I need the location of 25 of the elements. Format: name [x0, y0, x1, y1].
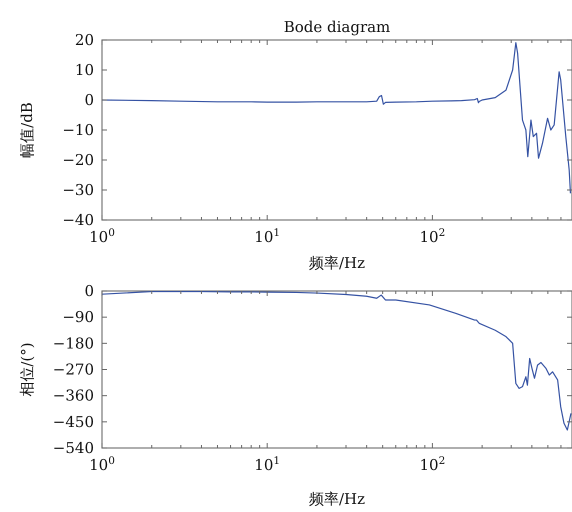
y-tick-label: −180	[52, 334, 94, 352]
y-tick-label: 20	[74, 31, 94, 49]
y-tick-label: 0	[84, 282, 94, 300]
x-tick-label: 10$^{2}$	[420, 227, 446, 246]
x-axis-title: 频率/Hz	[308, 254, 366, 272]
x-tick-label: 10$^{0}$	[89, 455, 115, 474]
x-tick-label: 10$^{1}$	[254, 455, 280, 474]
y-axis-title: 相位/(°)	[18, 342, 36, 397]
x-tick-label: 10$^{2}$	[420, 455, 446, 474]
y-tick-label: −30	[62, 181, 94, 199]
y-tick-label: −270	[52, 360, 94, 378]
y-tick-label: −10	[62, 121, 94, 139]
chart-title: Bode diagram	[284, 18, 390, 36]
y-tick-label: −40	[62, 211, 94, 229]
x-tick-label: 10$^{0}$	[89, 227, 115, 246]
y-tick-label: −540	[52, 439, 94, 457]
x-axis-title: 频率/Hz	[308, 490, 366, 508]
y-tick-label: −360	[52, 386, 94, 405]
x-tick-label: 10$^{1}$	[254, 227, 280, 246]
y-tick-label: 0	[84, 91, 94, 109]
y-tick-label: −20	[62, 151, 94, 169]
y-tick-label: −90	[62, 308, 94, 326]
y-tick-label: 10	[74, 61, 94, 79]
y-tick-label: −450	[52, 412, 94, 431]
y-axis-title: 幅值/dB	[18, 102, 36, 158]
